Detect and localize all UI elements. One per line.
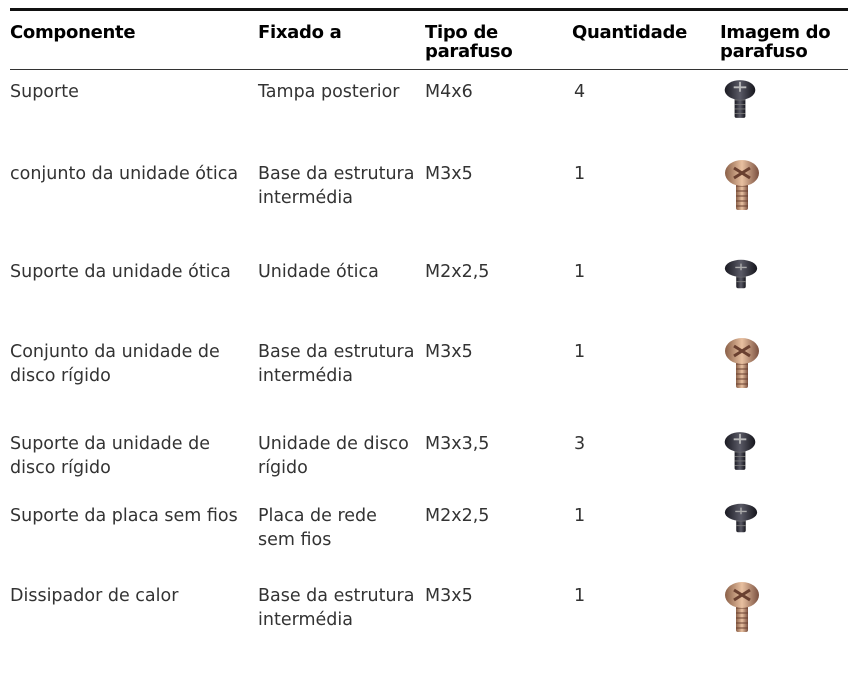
table-cell: Conjunto da unidade de disco rígido [10, 341, 220, 386]
table-row: conjunto da unidade ótica Base da estrutu… [10, 152, 848, 250]
table-cell: Tampa posterior [258, 82, 400, 102]
header-cell: Quantidade [572, 22, 687, 43]
table-cell: Dissipador de calor [10, 585, 179, 606]
table-row: Suporte da placa sem fios Placa de rede s… [10, 494, 848, 574]
screw-image [722, 76, 758, 122]
table-cell: 1 [574, 585, 586, 606]
table-cell: M2x2,5 [425, 261, 490, 282]
table-row: Suporte da unidade ótica Unidade ótica M2x… [10, 250, 848, 330]
table-cell: 1 [574, 341, 586, 362]
table-cell: 3 [574, 433, 586, 454]
table-cell: Base da estrutura intermédia [258, 341, 415, 386]
table-cell: Suporte da placa sem fios [10, 505, 238, 526]
table-cell: M3x5 [425, 585, 473, 606]
table-cell: 4 [574, 82, 586, 102]
screw-image-cell [720, 422, 848, 494]
table-cell: Suporte [10, 82, 79, 102]
table-cell: M3x5 [425, 341, 473, 362]
screw-image-cell [720, 152, 848, 250]
table-cell: Base da estrutura intermédia [258, 163, 415, 208]
screw-image-cell [720, 330, 848, 422]
table-cell: Unidade ótica [258, 261, 379, 282]
screw-image [722, 256, 760, 294]
table-cell: 1 [574, 261, 586, 282]
table-cell: Suporte da unidade de disco rígido [10, 433, 210, 478]
header-cell: Imagem do parafuso [720, 22, 831, 62]
screw-image [722, 158, 762, 214]
table-cell: M2x2,5 [425, 505, 490, 526]
table-cell: M4x6 [425, 82, 473, 102]
table-row: Suporte da unidade de disco rígido Unidad… [10, 422, 848, 494]
screw-image [722, 500, 760, 538]
header-cell: Tipo de parafuso [425, 22, 513, 62]
header-cell: Componente [10, 22, 136, 43]
table-cell: Base da estrutura intermédia [258, 585, 415, 630]
table-cell: Unidade de disco rígido [258, 433, 409, 478]
table-row: Suporte Tampa posterior M4x6 4 [10, 70, 848, 152]
screw-image [722, 428, 758, 474]
screw-image [722, 336, 762, 392]
screw-image-cell [720, 70, 848, 152]
header-row: Componente Fixado a Tipo de parafuso Qua… [10, 9, 848, 70]
table-cell: 1 [574, 163, 586, 184]
table-row: Dissipador de calor Base da estrutura int… [10, 574, 848, 670]
table-body: Suporte Tampa posterior M4x6 4 conjunto da u… [10, 70, 848, 670]
screw-image [722, 580, 762, 636]
table-cell: Suporte da unidade ótica [10, 261, 231, 282]
screw-image-cell [720, 250, 848, 330]
header-cell: Fixado a [258, 22, 342, 43]
table-row: Conjunto da unidade de disco rígido Base … [10, 330, 848, 422]
table-cell: 1 [574, 505, 586, 526]
screw-table: Componente Fixado a Tipo de parafuso Qua… [10, 8, 848, 670]
table-cell: Placa de rede sem fios [258, 505, 377, 550]
screw-image-cell [720, 574, 848, 670]
table-cell: conjunto da unidade ótica [10, 163, 239, 184]
screw-image-cell [720, 494, 848, 574]
table-cell: M3x5 [425, 163, 473, 184]
table-cell: M3x3,5 [425, 433, 490, 454]
